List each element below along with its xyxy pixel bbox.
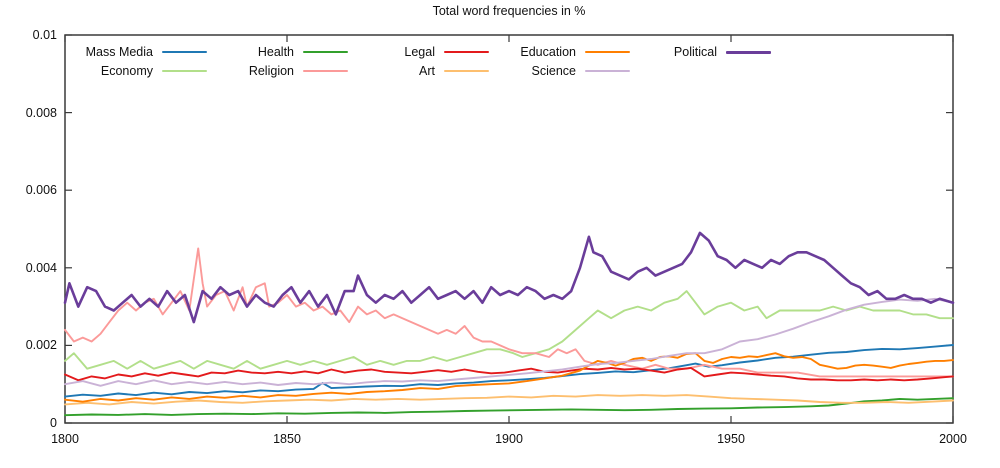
y-tick-label: 0.01 xyxy=(32,28,57,42)
legend-line-swatch xyxy=(444,51,489,53)
legend-label: Legal xyxy=(404,45,435,59)
legend-label: Science xyxy=(531,64,576,78)
legend-line-swatch xyxy=(303,70,348,72)
legend: Mass Media Economy Health Religion Legal Art E… xyxy=(57,44,907,84)
legend-line-swatch xyxy=(162,51,207,53)
series-line-education xyxy=(64,352,954,403)
legend-line-swatch xyxy=(726,50,771,54)
series-line-political xyxy=(63,231,955,324)
legend-item-legal: Legal xyxy=(339,44,489,60)
series-line-economy xyxy=(64,290,954,370)
legend-line-swatch xyxy=(585,51,630,53)
legend-item-health: Health xyxy=(198,44,348,60)
legend-label: Health xyxy=(257,45,294,59)
y-tick-label: 0.006 xyxy=(25,183,57,198)
series-line-art xyxy=(64,394,954,406)
legend-label: Art xyxy=(419,64,435,78)
x-tick-label: 2000 xyxy=(939,432,967,446)
legend-line-swatch xyxy=(162,70,207,72)
series-line-legal xyxy=(64,366,954,382)
y-tick-label: 0 xyxy=(50,416,57,430)
legend-item-science: Science xyxy=(480,63,630,79)
legend-line-swatch xyxy=(303,51,348,53)
legend-item-religion: Religion xyxy=(198,63,348,79)
legend-item-mass-media: Mass Media xyxy=(57,44,207,60)
series-line-mass-media xyxy=(64,344,954,398)
y-tick-label: 0.008 xyxy=(25,105,57,120)
legend-item-education: Education xyxy=(480,44,630,60)
x-tick-label: 1800 xyxy=(51,432,79,446)
legend-label: Religion xyxy=(248,64,294,78)
legend-item-art: Art xyxy=(339,63,489,79)
chart-title: Total word frequencies in % xyxy=(432,4,586,18)
x-tick-label: 1950 xyxy=(717,432,745,446)
legend-line-swatch xyxy=(585,70,630,72)
legend-item-economy: Economy xyxy=(57,63,207,79)
legend-label: Mass Media xyxy=(85,45,153,59)
y-tick-label: 0.004 xyxy=(25,260,57,275)
legend-line-swatch xyxy=(444,70,489,72)
y-tick-label: 0.002 xyxy=(25,338,57,353)
series-line-science xyxy=(64,297,954,387)
series-line-religion xyxy=(64,247,954,378)
x-tick-label: 1900 xyxy=(495,432,523,446)
legend-label: Political xyxy=(673,45,717,59)
legend-item-political: Political xyxy=(621,44,771,60)
legend-label: Education xyxy=(520,45,576,59)
legend-label: Economy xyxy=(100,64,153,78)
x-tick-label: 1850 xyxy=(273,432,301,446)
